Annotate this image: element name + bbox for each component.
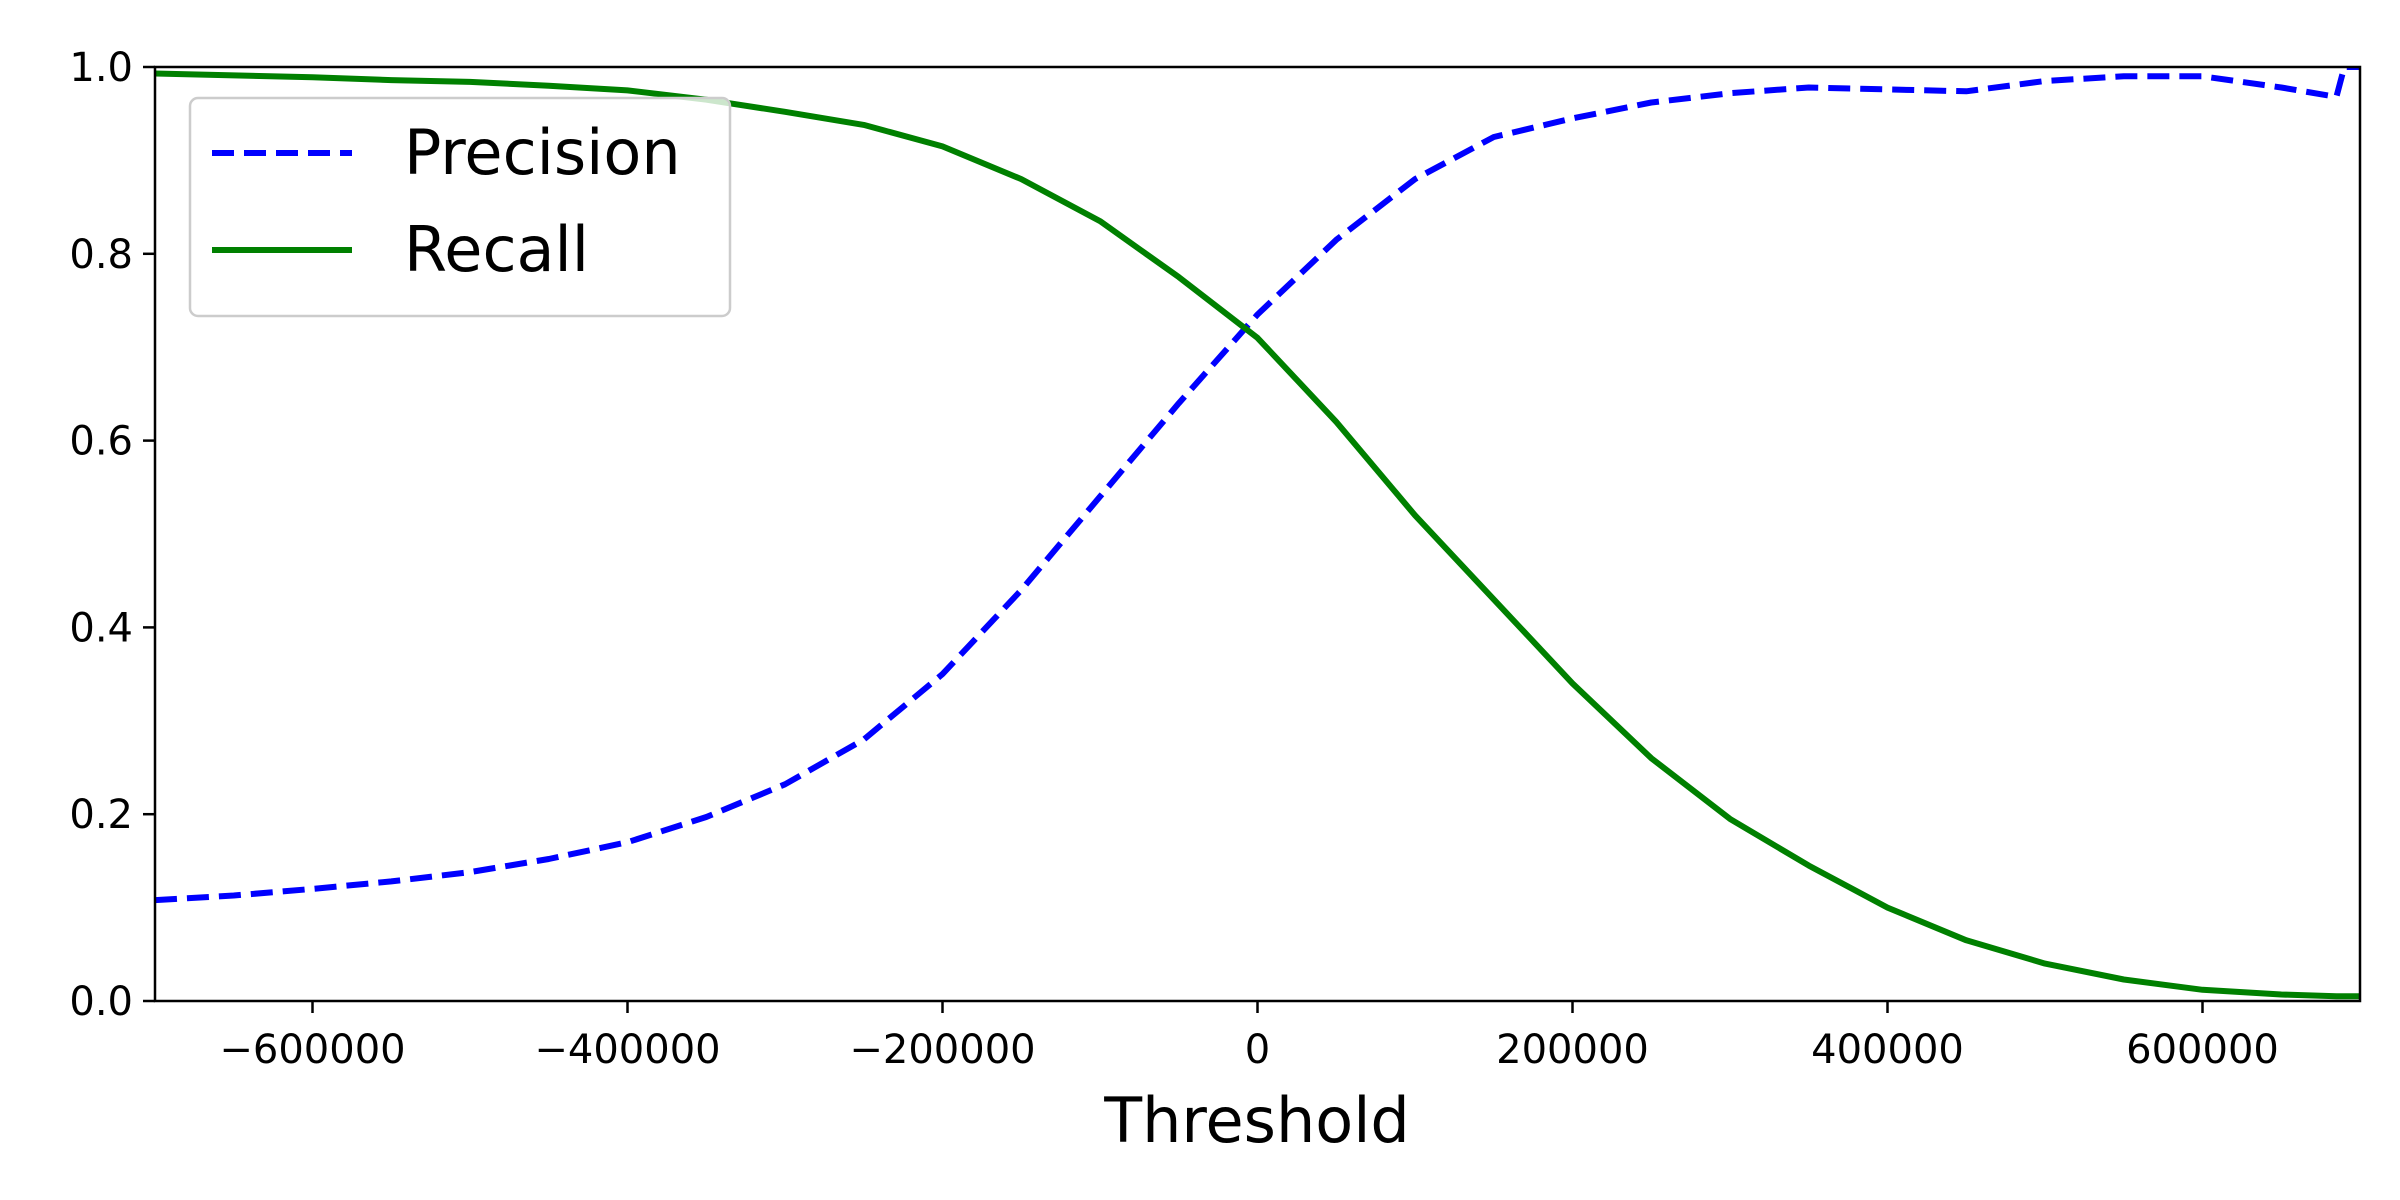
y-tick-label: 0.2 (69, 792, 133, 838)
y-tick-label: 1.0 (69, 45, 133, 91)
series-line-precision (155, 67, 2360, 904)
x-tick-label: 600000 (2126, 1027, 2279, 1073)
x-axis: −600000 −400000 −200000 0 200000 400000 600000 (219, 1001, 2279, 1073)
x-tick-label: 200000 (1496, 1027, 1649, 1073)
y-tick-label: 0.6 (69, 419, 133, 465)
legend: Precision Recall (188, 96, 732, 318)
x-tick-label: −200000 (849, 1027, 1035, 1073)
legend-recall-label: Recall (404, 213, 589, 286)
y-tick-label: 0.0 (69, 979, 133, 1025)
x-tick-label: 400000 (1811, 1027, 1964, 1073)
x-tick-label: −600000 (219, 1027, 405, 1073)
x-tick-label: −400000 (534, 1027, 720, 1073)
y-axis: 0.0 0.2 0.4 0.6 0.8 1.0 (69, 45, 155, 1025)
y-tick-label: 0.8 (69, 232, 133, 278)
legend-precision-label: Precision (404, 116, 681, 189)
y-tick-label: 0.4 (69, 605, 133, 651)
series-line-recall (155, 70, 2360, 1000)
x-tick-label: 0 (1245, 1027, 1270, 1073)
x-axis-label: Threshold (1103, 1084, 1410, 1157)
series-layer (155, 67, 2360, 1000)
